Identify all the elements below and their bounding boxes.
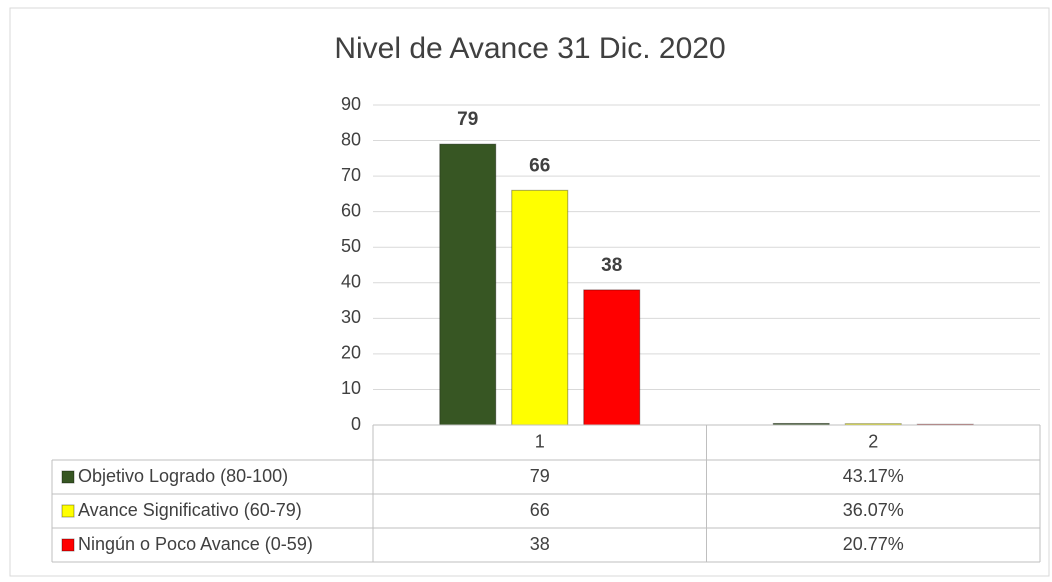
y-tick-label: 10 [341,378,361,398]
y-tick-label: 80 [341,129,361,149]
bar [583,289,641,426]
y-tick-label: 70 [341,165,361,185]
data-label: 79 [457,109,478,130]
data-label: 38 [601,255,622,276]
y-tick-label: 50 [341,236,361,256]
table-cell: 20.77% [843,534,904,554]
legend-swatch [61,504,75,518]
table-cell: 66 [530,500,550,520]
x-tick-label: 1 [535,431,545,451]
y-tick-label: 20 [341,343,361,363]
bar [511,189,569,426]
legend-label: Objetivo Logrado (80-100) [78,466,288,486]
y-tick-label: 60 [341,200,361,220]
y-tick-label: 40 [341,272,361,292]
chart-title: Nivel de Avance 31 Dic. 2020 [334,32,725,65]
table-cell: 79 [530,466,550,486]
y-tick-label: 0 [351,414,361,434]
table-cell: 43.17% [843,466,904,486]
legend-swatch [61,470,75,484]
table-cell: 36.07% [843,500,904,520]
x-tick-label: 2 [868,431,878,451]
legend-swatch [61,538,75,552]
y-tick-label: 90 [341,94,361,114]
legend-label: Avance Significativo (60-79) [78,500,302,520]
y-tick-label: 30 [341,307,361,327]
data-label: 66 [529,155,550,176]
legend-label: Ningún o Poco Avance (0-59) [78,534,313,554]
bar [439,143,497,426]
table-cell: 38 [530,534,550,554]
